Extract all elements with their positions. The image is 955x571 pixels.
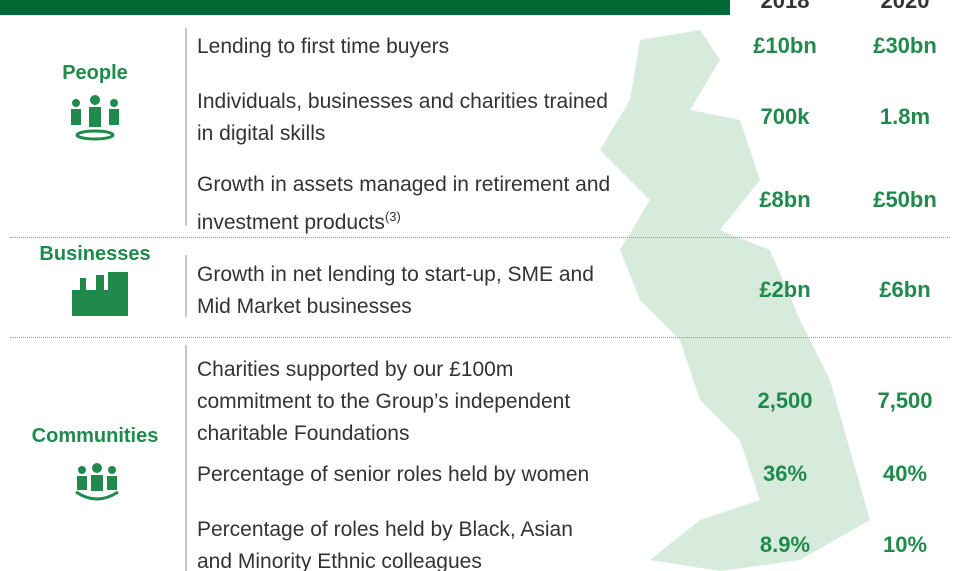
metric-value: 1.8m: [879, 104, 931, 129]
metric-value: 700k: [760, 104, 810, 129]
metric-value: 2,500: [757, 388, 813, 413]
metric-value: 40%: [882, 461, 928, 486]
row-text: Growth in assets managed in retirement a…: [197, 173, 611, 196]
metric-value: £2bn: [759, 277, 811, 302]
row-text: Lending to first time buyers: [197, 35, 450, 58]
metric-value: 7,500: [877, 388, 933, 413]
metric-value: 36%: [762, 461, 808, 486]
community-icon: [75, 463, 119, 501]
row-text: Individuals, businesses and charities tr…: [197, 90, 608, 113]
column-header: 2018: [760, 0, 810, 13]
divider: [185, 345, 187, 571]
row-text: Percentage of roles held by Black, Asian: [197, 518, 573, 541]
row-text: in digital skills: [197, 122, 326, 145]
metric-value: £30bn: [873, 33, 937, 58]
divider: [185, 255, 187, 317]
business-icon: [72, 272, 128, 316]
metric-value: £50bn: [873, 187, 937, 212]
row-text: Percentage of senior roles held by women: [197, 463, 590, 486]
separator: [10, 337, 950, 338]
divider: [185, 28, 187, 226]
people-icon: [71, 95, 119, 141]
row-text: investment products(3): [197, 209, 401, 234]
metric-value: £10bn: [753, 33, 817, 58]
row-text: Growth in net lending to start-up, SME a…: [197, 263, 594, 286]
separator: [10, 237, 950, 238]
row-text: Mid Market businesses: [197, 295, 412, 318]
row-text: Charities supported by our £100m: [197, 358, 514, 381]
footnote-ref: (3): [384, 209, 401, 224]
metric-value: 10%: [882, 532, 928, 557]
row-text: and Minority Ethnic colleagues: [197, 550, 482, 571]
metric-value: £8bn: [759, 187, 811, 212]
section-label: Businesses: [39, 243, 151, 265]
row-text: commitment to the Group’s independent: [197, 390, 571, 413]
metric-value: 8.9%: [759, 532, 811, 557]
section-label: People: [62, 62, 128, 84]
column-header: 2020: [880, 0, 930, 13]
uk-map: [600, 30, 870, 571]
metric-value: £6bn: [879, 277, 931, 302]
row-text: charitable Foundations: [197, 422, 410, 445]
title-banner: [0, 0, 730, 15]
section-label: Communities: [31, 425, 159, 447]
